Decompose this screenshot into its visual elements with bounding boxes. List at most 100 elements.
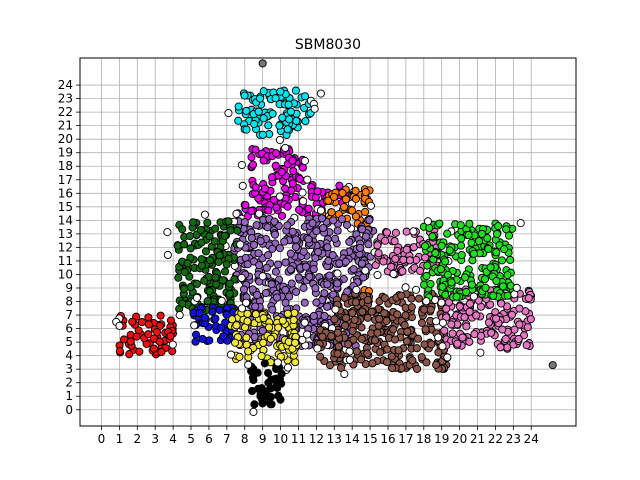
cluster-point bbox=[382, 316, 391, 325]
cluster-point bbox=[498, 325, 507, 334]
cluster-point bbox=[249, 240, 259, 249]
outlier-point bbox=[333, 269, 342, 278]
cluster-point bbox=[208, 307, 217, 316]
cluster-point bbox=[436, 265, 445, 274]
cluster-point bbox=[220, 231, 229, 240]
y-tick-label: 14 bbox=[58, 213, 73, 227]
cluster-point bbox=[203, 218, 212, 227]
cluster-point bbox=[467, 238, 476, 247]
cluster-point bbox=[497, 256, 507, 265]
cluster-point bbox=[341, 321, 350, 330]
cluster-point bbox=[267, 280, 276, 289]
cluster-point bbox=[375, 348, 385, 357]
x-tick-label: 0 bbox=[98, 432, 106, 446]
cluster-point bbox=[275, 244, 284, 253]
cluster-point bbox=[460, 313, 469, 322]
cluster-point bbox=[157, 347, 166, 357]
cluster-point bbox=[422, 358, 431, 367]
cluster-point bbox=[345, 237, 354, 246]
cluster-point bbox=[367, 307, 376, 316]
cluster-point bbox=[457, 241, 466, 250]
cluster-point bbox=[329, 216, 338, 225]
cluster-point bbox=[464, 231, 473, 240]
y-tick-label: 5 bbox=[65, 335, 73, 349]
cluster-point bbox=[349, 335, 358, 344]
cluster-point bbox=[344, 340, 353, 349]
cluster-point bbox=[299, 283, 308, 292]
y-tick-label: 21 bbox=[58, 119, 73, 133]
cluster-point bbox=[398, 267, 407, 276]
cluster-point bbox=[351, 298, 360, 307]
cluster-point bbox=[267, 173, 277, 182]
cluster-point bbox=[309, 265, 318, 274]
x-tick-label: 9 bbox=[259, 432, 267, 446]
cluster-point bbox=[286, 107, 296, 116]
cluster-point bbox=[323, 280, 332, 289]
plot-frame bbox=[79, 57, 577, 427]
x-axis: 0 1 2 3 4 5 6 7 8 9 10 11 12 13 14 15 16 17 18 19 20 21 22 23 24 bbox=[98, 426, 539, 446]
cluster-point bbox=[374, 249, 383, 258]
cluster-point bbox=[342, 313, 351, 323]
cluster-point bbox=[357, 334, 366, 343]
outlier-point bbox=[411, 285, 421, 294]
cluster-point bbox=[308, 219, 317, 228]
outlier-point bbox=[168, 340, 177, 349]
cluster-point bbox=[333, 226, 342, 235]
outlier-point bbox=[224, 109, 233, 118]
cluster-point bbox=[414, 294, 424, 303]
cluster-point bbox=[126, 337, 135, 346]
cluster-point bbox=[447, 320, 456, 329]
y-tick-label: 9 bbox=[65, 281, 73, 295]
cluster-point bbox=[422, 271, 431, 281]
cluster-point bbox=[356, 243, 365, 252]
cluster-point bbox=[328, 251, 337, 260]
cluster-point bbox=[373, 241, 382, 250]
cluster-point bbox=[156, 311, 165, 320]
cluster-point bbox=[191, 337, 200, 346]
cluster-point bbox=[342, 221, 352, 230]
x-tick-label: 5 bbox=[187, 432, 195, 446]
cluster-point bbox=[425, 223, 434, 232]
cluster-point bbox=[413, 334, 423, 343]
cluster-point bbox=[178, 225, 187, 234]
cluster-point bbox=[248, 160, 258, 169]
cluster-point bbox=[304, 204, 313, 213]
cluster-point bbox=[423, 261, 432, 270]
y-tick-label: 23 bbox=[58, 92, 73, 106]
y-tick-label: 10 bbox=[58, 267, 73, 281]
cluster-point bbox=[383, 345, 392, 354]
y-tick-label: 13 bbox=[58, 227, 73, 241]
cluster-point bbox=[211, 224, 220, 233]
cluster-point bbox=[320, 289, 329, 298]
outlier-point bbox=[298, 335, 307, 344]
cluster-point bbox=[152, 328, 162, 337]
cluster-point bbox=[283, 202, 292, 211]
cluster-point bbox=[361, 188, 370, 197]
cluster-point bbox=[144, 330, 153, 339]
cluster-point bbox=[264, 206, 273, 215]
cluster-point bbox=[247, 206, 256, 216]
cluster-point bbox=[255, 94, 265, 103]
cluster-point bbox=[448, 329, 457, 338]
cluster-point bbox=[292, 287, 301, 296]
cluster-point bbox=[291, 358, 300, 367]
outlier-point bbox=[298, 188, 307, 197]
x-tick-label: 2 bbox=[133, 432, 141, 446]
cluster-point bbox=[453, 339, 462, 348]
cluster-point bbox=[426, 305, 435, 314]
cluster-point bbox=[125, 350, 134, 359]
cluster-point bbox=[522, 341, 531, 350]
data-points bbox=[112, 59, 557, 416]
cluster-point bbox=[281, 285, 290, 295]
cluster-point bbox=[168, 347, 177, 356]
outlier-point bbox=[302, 330, 312, 339]
cluster-point bbox=[211, 273, 220, 282]
y-tick-label: 24 bbox=[58, 78, 73, 92]
cluster-point bbox=[195, 309, 204, 318]
cluster-point bbox=[186, 244, 195, 253]
cluster-point bbox=[341, 257, 350, 266]
cluster-point bbox=[254, 107, 263, 116]
cluster-point bbox=[240, 91, 249, 100]
outlier-point bbox=[163, 228, 172, 237]
cluster-point bbox=[515, 304, 524, 313]
